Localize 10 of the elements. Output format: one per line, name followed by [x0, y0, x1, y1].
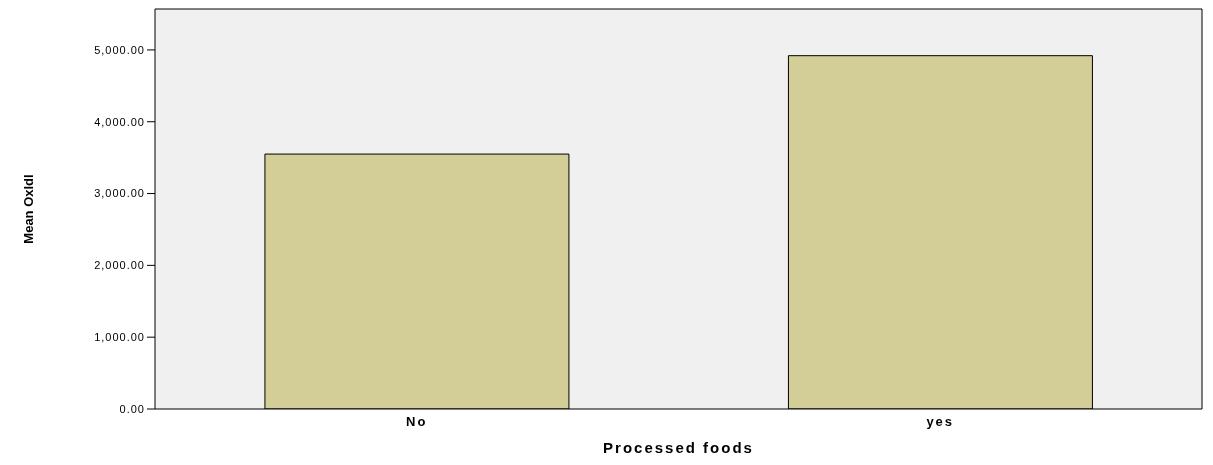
y-axis-title: Mean Oxldl: [20, 174, 36, 244]
y-tick-label: 5,000.00: [94, 43, 145, 56]
y-tick-label: 2,000.00: [94, 259, 145, 272]
x-tick-label: yes: [926, 414, 955, 430]
x-tick-label: No: [406, 414, 428, 430]
y-tick-label: 3,000.00: [94, 187, 145, 200]
y-tick-label: 0.00: [119, 402, 145, 415]
y-tick-label: 4,000.00: [94, 115, 145, 128]
x-axis-title: Processed foods: [603, 439, 754, 456]
y-tick-label: 1,000.00: [94, 331, 145, 344]
